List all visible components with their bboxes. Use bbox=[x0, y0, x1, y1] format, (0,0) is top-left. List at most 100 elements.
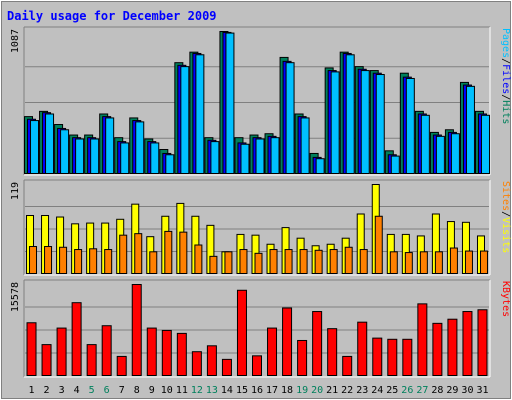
bar-pages-day-12 bbox=[195, 54, 205, 174]
x-tick-label-day-22: 22 bbox=[341, 385, 353, 396]
bar-kbytes-day-17 bbox=[267, 327, 278, 376]
x-tick-label-day-16: 16 bbox=[251, 385, 263, 396]
bar-sites-day-19 bbox=[299, 249, 308, 275]
bar-pages-day-27 bbox=[420, 114, 430, 174]
bar-sites-day-7 bbox=[119, 234, 128, 275]
bar-pages-day-7 bbox=[120, 142, 130, 175]
x-tick-label-day-15: 15 bbox=[236, 385, 248, 396]
legend-entry: Pages bbox=[500, 28, 511, 58]
bar-kbytes-day-4 bbox=[71, 302, 82, 377]
x-tick-label-day-6: 6 bbox=[104, 385, 110, 396]
bar-kbytes-day-14 bbox=[221, 358, 232, 377]
x-tick-label-day-3: 3 bbox=[59, 385, 65, 396]
bar-pages-day-25 bbox=[390, 155, 400, 174]
x-tick-label-day-21: 21 bbox=[326, 385, 338, 396]
panel-kbytes: 15578 KBytes bbox=[10, 279, 511, 378]
bar-kbytes-day-10 bbox=[161, 329, 172, 376]
bar-kbytes-day-26 bbox=[402, 338, 413, 376]
panel-max-label: 119 bbox=[10, 182, 21, 200]
bar-sites-day-12 bbox=[194, 244, 203, 274]
panel-legend: KBytes bbox=[500, 281, 511, 317]
bar-sites-day-29 bbox=[449, 247, 458, 275]
x-tick-label-day-29: 29 bbox=[446, 385, 458, 396]
bar-pages-day-18 bbox=[285, 62, 295, 174]
bar-sites-day-2 bbox=[44, 246, 53, 274]
bar-sites-day-18 bbox=[284, 249, 293, 275]
legend-entry: Visits bbox=[500, 217, 511, 253]
bar-pages-day-5 bbox=[90, 138, 100, 175]
bar-kbytes-day-19 bbox=[297, 339, 308, 376]
x-tick-label-day-4: 4 bbox=[74, 385, 80, 396]
x-tick-label-day-25: 25 bbox=[386, 385, 398, 396]
bar-kbytes-day-7 bbox=[116, 355, 127, 377]
bar-sites-day-4 bbox=[74, 249, 83, 275]
bar-kbytes-day-11 bbox=[176, 332, 187, 376]
legend-entry: / bbox=[500, 94, 511, 100]
bar-pages-day-20 bbox=[315, 158, 325, 174]
x-tick-label-day-27: 27 bbox=[416, 385, 428, 396]
bar-kbytes-day-1 bbox=[26, 322, 37, 376]
bar-pages-day-11 bbox=[180, 66, 190, 174]
bar-pages-day-13 bbox=[210, 141, 220, 174]
bar-sites-day-20 bbox=[314, 249, 323, 275]
bar-kbytes-day-30 bbox=[462, 311, 473, 376]
legend-entry: Files bbox=[500, 64, 511, 94]
bar-sites-day-11 bbox=[179, 231, 188, 275]
bar-kbytes-day-18 bbox=[282, 307, 293, 376]
bar-kbytes-day-28 bbox=[432, 322, 443, 376]
x-tick-label-day-26: 26 bbox=[401, 385, 413, 396]
bar-pages-day-9 bbox=[150, 142, 160, 175]
bar-pages-day-15 bbox=[240, 143, 250, 175]
bar-kbytes-day-24 bbox=[372, 337, 383, 376]
x-tick-label-day-2: 2 bbox=[44, 385, 50, 396]
bar-kbytes-day-22 bbox=[342, 355, 353, 377]
bar-kbytes-day-31 bbox=[477, 309, 488, 376]
legend-entry: Hits bbox=[500, 100, 511, 124]
bar-pages-day-23 bbox=[360, 70, 370, 174]
x-tick-label-day-30: 30 bbox=[461, 385, 473, 396]
bar-pages-day-19 bbox=[300, 117, 310, 175]
bar-sites-day-5 bbox=[89, 248, 98, 275]
bar-pages-day-10 bbox=[165, 154, 175, 174]
bar-kbytes-day-20 bbox=[312, 311, 323, 376]
x-tick-label-day-31: 31 bbox=[476, 385, 488, 396]
legend-entry: / bbox=[500, 211, 511, 217]
bar-kbytes-day-25 bbox=[387, 338, 398, 376]
bar-sites-day-30 bbox=[464, 250, 473, 275]
bar-sites-day-16 bbox=[254, 252, 263, 275]
bar-sites-day-26 bbox=[404, 252, 413, 275]
bar-sites-day-3 bbox=[59, 246, 68, 274]
x-tick-label-day-19: 19 bbox=[296, 385, 308, 396]
bar-pages-day-26 bbox=[405, 77, 415, 174]
x-tick-label-day-23: 23 bbox=[356, 385, 368, 396]
x-tick-label-day-18: 18 bbox=[281, 385, 293, 396]
bar-kbytes-day-2 bbox=[41, 344, 52, 376]
x-tick-label-day-24: 24 bbox=[371, 385, 383, 396]
bar-sites-day-10 bbox=[164, 230, 173, 275]
bar-pages-day-3 bbox=[60, 129, 70, 175]
x-tick-label-day-12: 12 bbox=[191, 385, 203, 396]
bar-pages-day-24 bbox=[375, 74, 385, 174]
bar-pages-day-22 bbox=[345, 54, 355, 174]
bar-pages-day-14 bbox=[225, 32, 235, 174]
x-tick-label-day-13: 13 bbox=[206, 385, 218, 396]
bar-sites-day-27 bbox=[419, 251, 428, 275]
bar-kbytes-day-8 bbox=[131, 284, 142, 376]
x-tick-label-day-9: 9 bbox=[149, 385, 155, 396]
bar-pages-day-21 bbox=[330, 71, 340, 174]
bar-pages-day-6 bbox=[105, 117, 115, 175]
bar-pages-day-8 bbox=[135, 121, 145, 174]
bar-sites-day-21 bbox=[329, 249, 338, 275]
bar-sites-day-13 bbox=[209, 255, 218, 274]
bar-sites-day-17 bbox=[269, 249, 278, 275]
bar-kbytes-day-5 bbox=[86, 344, 97, 376]
bar-sites-day-25 bbox=[389, 251, 398, 275]
bar-kbytes-day-15 bbox=[236, 289, 247, 377]
chart-title: Daily usage for December 2009 bbox=[7, 9, 217, 23]
bar-sites-day-15 bbox=[239, 249, 248, 275]
x-axis-labels: 1 2 3 4 5 6 7 8 9 10 11 12 13 14 15 16 17 18 19 20 21 22 23 24 2… bbox=[29, 385, 489, 396]
